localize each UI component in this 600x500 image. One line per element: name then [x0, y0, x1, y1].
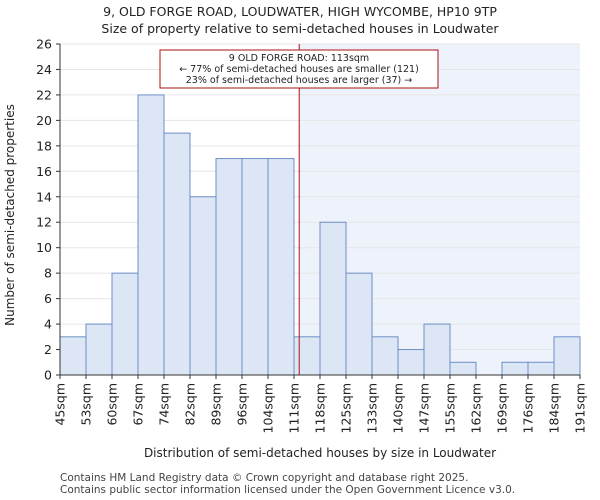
y-tick-label: 16 — [36, 164, 52, 179]
y-tick-label: 8 — [44, 266, 52, 281]
y-tick-label: 4 — [44, 317, 52, 332]
x-tick-label: 176sqm — [521, 383, 536, 433]
x-tick-label: 147sqm — [417, 383, 432, 433]
annotation-line-1: 9 OLD FORGE ROAD: 113sqm — [229, 53, 369, 64]
y-tick-label: 20 — [36, 113, 52, 128]
y-tick-label: 26 — [36, 37, 52, 52]
y-tick-label: 0 — [44, 368, 52, 383]
x-tick-label: 140sqm — [391, 383, 406, 433]
title-line-1: 9, OLD FORGE ROAD, LOUDWATER, HIGH WYCOM… — [103, 4, 497, 19]
bar-89sqm — [215, 158, 243, 376]
bar-118sqm — [319, 221, 347, 376]
bar-82sqm — [189, 196, 217, 376]
bar-133sqm — [371, 336, 399, 376]
x-tick-label: 191sqm — [573, 383, 588, 433]
annotation-line-3: 23% of semi-detached houses are larger (… — [186, 75, 413, 86]
x-tick-label: 133sqm — [365, 383, 380, 433]
x-tick-label: 111sqm — [287, 383, 302, 433]
footer-line-1: Contains HM Land Registry data © Crown c… — [60, 472, 469, 484]
bar-155sqm — [449, 361, 477, 376]
x-tick-label: 125sqm — [339, 383, 354, 433]
x-tick-label: 60sqm — [105, 383, 120, 426]
bars — [59, 94, 581, 376]
bar-111sqm — [293, 336, 321, 376]
y-axis-label: Number of semi-detached properties — [3, 104, 17, 326]
x-tick-label: 155sqm — [443, 383, 458, 433]
y-tick-label: 6 — [44, 291, 52, 306]
bar-45sqm — [59, 336, 87, 376]
bar-67sqm — [137, 94, 165, 376]
bar-169sqm — [501, 361, 529, 376]
y-tick-label: 2 — [44, 342, 52, 357]
y-tick-label: 24 — [36, 62, 52, 77]
bar-74sqm — [163, 132, 191, 376]
x-tick-label: 89sqm — [209, 383, 224, 426]
x-axis-ticks: 45sqm 53sqm 60sqm 67sqm 74sqm 82sqm 89sqm 96sqm… — [53, 375, 588, 433]
x-tick-label: 45sqm — [53, 383, 68, 426]
bar-104sqm — [267, 158, 295, 376]
x-tick-label: 53sqm — [79, 383, 94, 426]
bar-60sqm — [111, 272, 139, 376]
bar-96sqm — [241, 158, 269, 376]
y-tick-label: 22 — [36, 87, 52, 102]
title-line-2: Size of property relative to semi-detach… — [101, 21, 499, 36]
x-tick-label: 162sqm — [469, 383, 484, 433]
x-tick-label: 104sqm — [261, 383, 276, 433]
x-tick-label: 74sqm — [157, 383, 172, 426]
x-tick-label: 96sqm — [235, 383, 250, 426]
bar-140sqm — [397, 349, 425, 376]
x-tick-label: 169sqm — [495, 383, 510, 433]
x-tick-label: 118sqm — [313, 383, 328, 433]
x-tick-label: 82sqm — [183, 383, 198, 426]
y-tick-label: 14 — [36, 189, 52, 204]
annotation-line-2: ← 77% of semi-detached houses are smalle… — [179, 64, 419, 75]
bar-125sqm — [345, 272, 373, 376]
footer-line-2: Contains public sector information licen… — [60, 484, 516, 496]
x-axis-label: Distribution of semi-detached houses by … — [144, 446, 496, 460]
bar-184sqm — [553, 336, 581, 376]
y-tick-label: 18 — [36, 138, 52, 153]
x-tick-label: 67sqm — [131, 383, 146, 426]
bar-147sqm — [423, 323, 451, 376]
y-tick-label: 10 — [36, 240, 52, 255]
bar-176sqm — [527, 361, 555, 376]
bar-53sqm — [85, 323, 113, 376]
x-tick-label: 184sqm — [547, 383, 562, 433]
y-tick-label: 12 — [36, 215, 52, 230]
annotation-box: 9 OLD FORGE ROAD: 113sqm ← 77% of semi-d… — [159, 49, 439, 89]
